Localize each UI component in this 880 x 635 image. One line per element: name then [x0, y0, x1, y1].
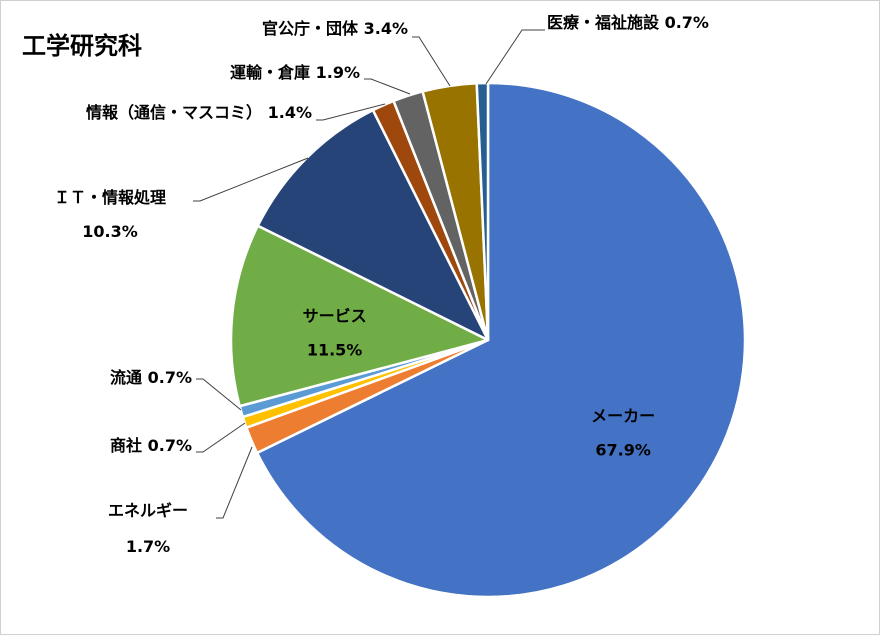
slice-value-label: 11.5%	[307, 341, 363, 360]
leader-lines	[193, 29, 545, 519]
leader-line	[196, 422, 246, 453]
leader-line	[193, 157, 309, 202]
slice-label: ＩＴ・情報処理	[54, 188, 166, 207]
slice-label: 情報（通信・マスコミ） 1.4%	[86, 103, 312, 122]
slice-value-label: 0.7%	[665, 13, 709, 32]
pie-slice	[255, 81, 747, 599]
pie-slice	[229, 224, 490, 408]
slice-value-label: 10.3%	[82, 222, 138, 241]
slice-category: 運輸・倉庫	[230, 63, 316, 82]
slice-category: 情報（通信・マスコミ）	[86, 103, 268, 122]
leader-line	[485, 29, 545, 85]
leader-line	[196, 378, 242, 411]
pie-slice	[475, 81, 490, 342]
slice-value-label: 0.7%	[148, 436, 192, 455]
slice-value-label: 0.7%	[148, 368, 192, 387]
slice-label: サービス	[303, 307, 367, 326]
slice-label: 運輸・倉庫 1.9%	[230, 63, 360, 82]
leader-line	[364, 78, 411, 95]
slice-label: 医療・福祉施設 0.7%	[547, 13, 709, 32]
slice-label: メーカー	[591, 406, 655, 425]
pie-slices	[229, 81, 747, 599]
leader-line	[316, 103, 386, 121]
slice-category: 流通	[110, 368, 148, 387]
slice-category: 商社	[110, 436, 148, 455]
slice-label: 商社 0.7%	[110, 436, 192, 455]
slice-value-label: 1.9%	[316, 63, 360, 82]
slice-label: 官公庁・団体 3.4%	[262, 19, 408, 38]
slice-category: 医療・福祉施設	[547, 13, 665, 32]
slice-category: 官公庁・団体	[262, 19, 364, 38]
slice-label: 流通 0.7%	[110, 368, 192, 387]
slice-label: エネルギー	[108, 501, 188, 520]
leader-line	[412, 36, 451, 87]
slice-value-label: 1.7%	[126, 537, 170, 556]
leader-line	[216, 446, 253, 519]
slice-value-label: 1.4%	[268, 103, 312, 122]
slice-value-label: 67.9%	[595, 440, 651, 459]
chart-title: 工学研究科	[22, 32, 142, 60]
slice-value-label: 3.4%	[364, 19, 408, 38]
